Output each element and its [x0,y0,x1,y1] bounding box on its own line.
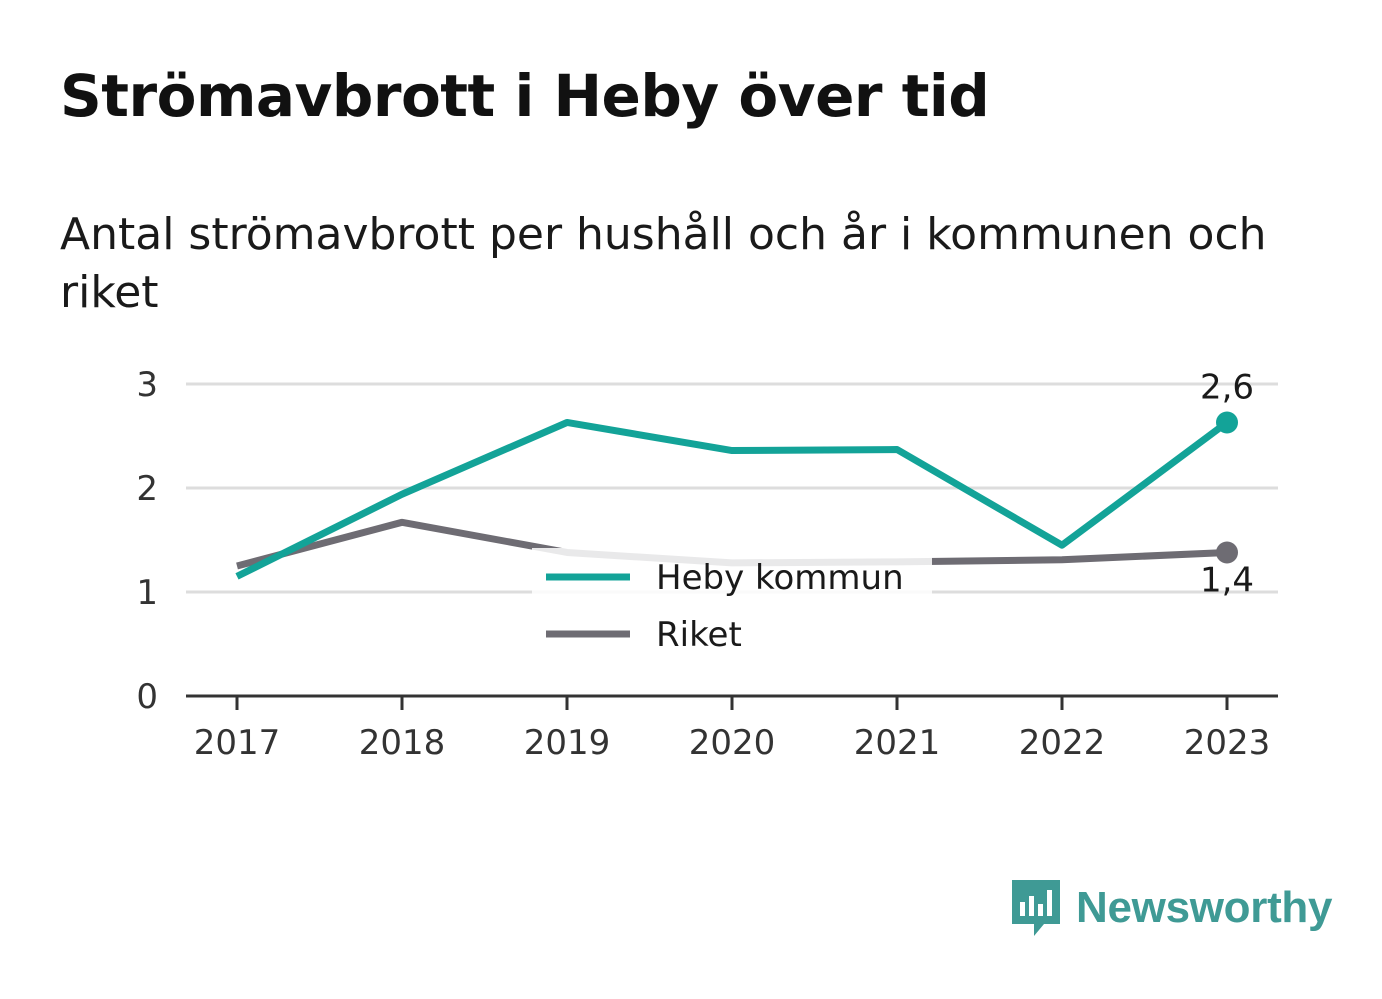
brand-name: Newsworthy [1076,883,1333,932]
y-tick-label: 2 [136,469,158,509]
legend-label: Heby kommun [656,558,904,598]
series-line-heby-kommun [235,418,1230,580]
legend-label: Riket [656,615,742,655]
x-tick-label: 2019 [524,723,611,763]
y-tick-label: 1 [136,573,158,613]
x-tick-label: 2020 [689,723,776,763]
end-point-marker [1216,411,1238,434]
end-point-marker [1216,541,1238,564]
x-tick-label: 2023 [1184,723,1271,763]
x-tick-label: 2018 [359,723,446,763]
chart-subtitle: Antal strömavbrott per hushåll och år i … [60,209,1267,318]
chart-title: Strömavbrott i Heby över tid [60,62,990,130]
x-tick-label: 2022 [1019,723,1106,763]
x-tick-label: 2021 [854,723,941,763]
y-tick-label: 0 [136,677,158,717]
x-tick-label: 2017 [194,723,281,763]
y-tick-label: 3 [136,365,158,405]
end-value-label: 1,4 [1200,560,1254,600]
newsworthy-logo-icon [1012,880,1060,936]
brand: Newsworthy [1010,878,1332,938]
end-value-label: 2,6 [1200,367,1254,407]
legend-background [532,548,932,670]
